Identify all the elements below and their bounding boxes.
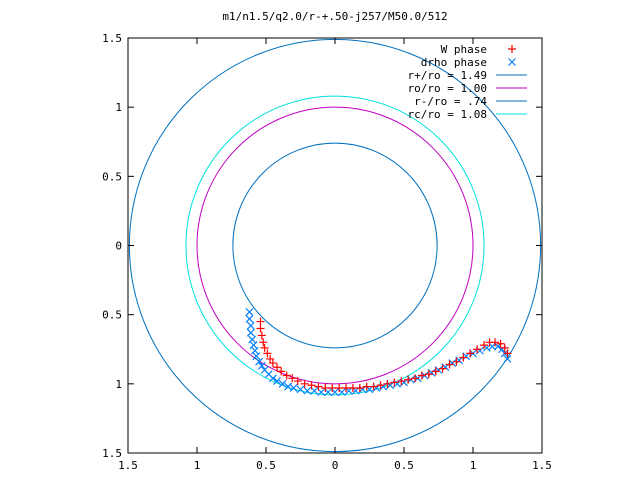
point-1-41 bbox=[491, 338, 499, 346]
chart: m1/n1.5/q2.0/r-+.50-j257/M50.0/512 1.5 1 0… bbox=[0, 0, 640, 480]
legend-label-5: rc/ro = 1.08 bbox=[408, 108, 487, 121]
y-tick-label-5: 1 bbox=[115, 378, 122, 391]
point-1-1 bbox=[256, 325, 264, 333]
point-1-36 bbox=[459, 354, 467, 362]
y-tick-label-4: 0.5 bbox=[102, 309, 122, 322]
point-0-17 bbox=[297, 386, 304, 393]
point-0-18 bbox=[304, 387, 311, 394]
legend-label-0: W phase bbox=[441, 43, 487, 56]
data-points bbox=[246, 308, 512, 395]
chart-title: m1/n1.5/q2.0/r-+.50-j257/M50.0/512 bbox=[222, 10, 447, 23]
point-0-0 bbox=[246, 308, 253, 315]
y-tick-label-0: 1.5 bbox=[102, 32, 122, 45]
legend-label-4: r-/ro = .74 bbox=[414, 95, 487, 108]
x-tick-label-2: 0.5 bbox=[256, 459, 276, 472]
y-tick-label-3: 0 bbox=[115, 240, 122, 253]
point-1-21 bbox=[356, 384, 364, 392]
point-0-2 bbox=[247, 322, 254, 329]
legend-label-2: r+/ro = 1.49 bbox=[408, 69, 487, 82]
y-tick-label-6: 1.5 bbox=[102, 447, 122, 460]
point-1-30 bbox=[418, 372, 426, 380]
point-0-3 bbox=[247, 329, 254, 336]
point-1-37 bbox=[466, 349, 474, 357]
legend-label-1: drho phase bbox=[421, 56, 487, 69]
series-1 bbox=[256, 318, 511, 392]
x-tick-label-1: 1 bbox=[194, 459, 201, 472]
legend-symbol-1 bbox=[509, 59, 516, 66]
point-1-3 bbox=[259, 338, 267, 346]
x-tick-label-4: 0.5 bbox=[394, 459, 414, 472]
series-0 bbox=[246, 308, 511, 395]
point-1-34 bbox=[446, 360, 454, 368]
point-1-26 bbox=[390, 378, 398, 386]
y-tick-label-2: 0.5 bbox=[102, 170, 122, 183]
point-1-24 bbox=[377, 381, 385, 389]
circle-1 bbox=[197, 107, 473, 384]
x-tick-label-6: 1.5 bbox=[532, 459, 552, 472]
x-tick-label-3: 0 bbox=[332, 459, 339, 472]
legend-label-3: ro/ro = 1.00 bbox=[408, 82, 487, 95]
point-0-1 bbox=[246, 315, 253, 322]
point-1-2 bbox=[258, 331, 266, 339]
circle-2 bbox=[233, 143, 437, 348]
point-0-12 bbox=[269, 375, 276, 382]
x-tick-label-5: 1 bbox=[470, 459, 477, 472]
circle-3 bbox=[186, 96, 484, 395]
legend-symbol-0 bbox=[508, 45, 516, 53]
x-tick-label-0: 1.5 bbox=[118, 459, 138, 472]
y-tick-label-1: 1 bbox=[115, 101, 122, 114]
